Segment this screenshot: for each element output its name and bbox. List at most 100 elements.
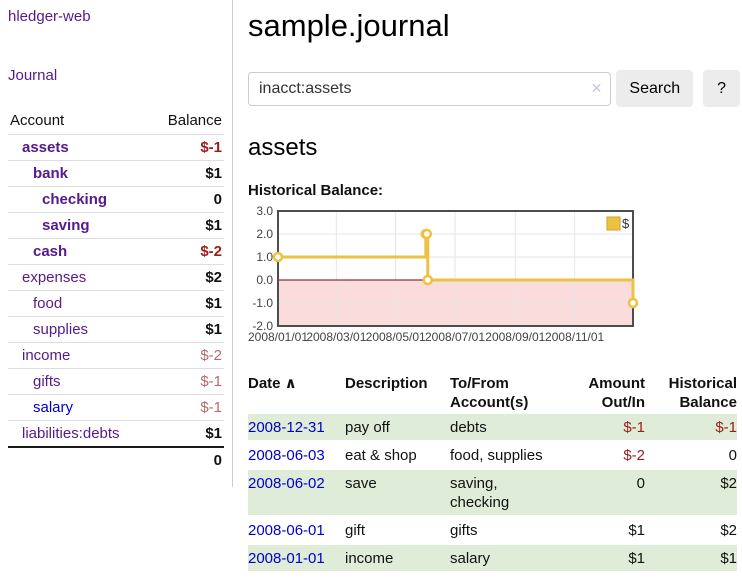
x-axis-tick-label: 2008/07/01 <box>425 330 485 344</box>
data-point-marker <box>627 297 639 309</box>
transaction-date-link[interactable]: 2008-06-01 <box>248 522 325 539</box>
account-name-cell: salary <box>8 394 152 421</box>
chart-title: Historical Balance: <box>248 182 384 199</box>
account-row: expenses $2 <box>8 264 224 291</box>
x-axis-tick-label: 2008/03/01 <box>306 330 366 344</box>
register-balance-cell: $2 <box>645 517 737 545</box>
clear-search-icon[interactable]: ✕ <box>590 79 603 96</box>
accounts-total-balance: 0 <box>151 446 224 473</box>
account-link[interactable]: liabilities:debts <box>22 425 120 442</box>
transaction-date-link[interactable]: 2008-01-01 <box>248 550 325 567</box>
account-balance: $-1 <box>151 394 224 421</box>
x-axis-tick-label: 2008/05/01 <box>366 330 426 344</box>
account-name-cell: bank <box>8 160 152 187</box>
app-title-link[interactable]: hledger-web <box>8 8 91 25</box>
account-link[interactable]: food <box>33 295 63 312</box>
help-button[interactable]: ? <box>703 70 740 107</box>
historical-balance-chart: $3.0 2.0 1.0 0.0 -1.0 -2.02008/01/012008/03/0… <box>248 204 639 344</box>
account-row: income $-2 <box>8 342 224 369</box>
legend-label: $ <box>622 216 630 231</box>
account-link[interactable]: saving <box>42 217 90 234</box>
y-axis-tick-label: -1.0 <box>252 296 273 310</box>
account-link[interactable]: income <box>22 347 71 364</box>
account-link[interactable]: expenses <box>22 269 87 286</box>
register-balance-cell: $2 <box>645 470 737 517</box>
register-description-cell: income <box>345 545 450 573</box>
accounts-table: Account Balance assets $-1 bank $1 checking 0… <box>8 109 224 473</box>
accounts-table-body: assets $-1 bank $1 checking 0 saving $1 cash $-2 e… <box>8 134 224 447</box>
sort-ascending-icon: ∧ <box>280 375 297 392</box>
account-link[interactable]: bank <box>33 165 69 182</box>
account-balance: 0 <box>151 186 224 213</box>
account-row: checking 0 <box>8 186 224 213</box>
account-name-cell: assets <box>8 134 152 161</box>
data-point-marker <box>422 274 434 286</box>
account-link[interactable]: assets <box>22 139 69 156</box>
account-column-header: Account <box>10 112 65 129</box>
account-link[interactable]: cash <box>33 243 68 260</box>
account-row: liabilities:debts $1 <box>8 420 224 447</box>
account-balance: $1 <box>151 212 224 239</box>
y-axis-tick-label: 1.0 <box>256 250 273 264</box>
account-balance: $-2 <box>151 238 224 265</box>
register-date-cell: 2008-06-03 <box>248 442 345 470</box>
register-amount-cell: $1 <box>562 517 645 545</box>
register-date-cell: 2008-06-01 <box>248 517 345 545</box>
register-column-header-historical-balance: Historical Balance <box>668 375 737 411</box>
register-table-body: 2008-12-31 pay off debts $-1 $-1 2008-06-03 ea… <box>248 414 737 573</box>
search-button[interactable]: Search <box>616 70 694 107</box>
sidebar: hledger-web Journal Account Balance asse… <box>0 0 233 487</box>
account-name-cell: saving <box>8 212 152 239</box>
balance-column-header: Balance <box>167 112 222 129</box>
transaction-date-link[interactable]: 2008-12-31 <box>248 419 325 436</box>
register-description-cell: save <box>345 470 450 517</box>
account-name-cell: checking <box>8 186 152 213</box>
register-description-cell: eat & shop <box>345 442 450 470</box>
register-amount-cell: 0 <box>562 470 645 517</box>
account-name-cell: liabilities:debts <box>8 420 152 447</box>
register-row: 2008-06-03 eat & shop food, supplies $-2 0 <box>248 442 737 470</box>
account-heading: assets <box>248 134 318 161</box>
transaction-date-link[interactable]: 2008-06-03 <box>248 447 325 464</box>
register-column-header-to-from-account-s-: To/From Account(s) <box>450 375 529 411</box>
register-amount-cell: $-1 <box>562 414 645 442</box>
account-name-cell: cash <box>8 238 152 265</box>
search-input[interactable] <box>248 71 612 106</box>
register-column-header-description: Description <box>345 375 428 392</box>
account-row: supplies $1 <box>8 316 224 343</box>
sidebar-item-journal[interactable]: Journal <box>8 67 58 84</box>
x-axis-tick-label: 2008/01/01 <box>248 330 308 344</box>
y-axis-tick-label: 3.0 <box>256 206 273 218</box>
register-date-cell: 2008-12-31 <box>248 414 345 442</box>
register-balance-cell: 0 <box>645 442 737 470</box>
register-column-header-date[interactable]: Date ∧ <box>248 375 297 392</box>
register-accounts-cell: salary <box>450 545 562 573</box>
data-point-marker <box>421 228 433 240</box>
transaction-date-link[interactable]: 2008-06-02 <box>248 475 325 492</box>
account-balance: $-1 <box>151 368 224 395</box>
register-balance-cell: $-1 <box>645 414 737 442</box>
register-balance-cell: $1 <box>645 545 737 573</box>
account-link[interactable]: checking <box>42 191 108 208</box>
main-content: sample.journal ✕ Search ? assets Histori… <box>248 0 740 573</box>
account-name-cell: food <box>8 290 152 317</box>
search-input-wrapper: ✕ <box>248 71 612 106</box>
account-row: bank $1 <box>8 160 224 187</box>
register-row: 2008-06-01 gift gifts $1 $2 <box>248 517 737 545</box>
account-link[interactable]: supplies <box>33 321 89 338</box>
account-balance: $1 <box>151 420 224 447</box>
account-row: cash $-2 <box>8 238 224 265</box>
register-amount-cell: $1 <box>562 545 645 573</box>
account-row: saving $1 <box>8 212 224 239</box>
account-link[interactable]: gifts <box>33 373 61 390</box>
data-point-marker <box>272 251 284 263</box>
register-column-header-amount-out-in: Amount Out/In <box>588 375 645 411</box>
account-row: salary $-1 <box>8 394 224 421</box>
account-name-cell: expenses <box>8 264 152 291</box>
y-axis-tick-label: 0.0 <box>256 273 273 287</box>
account-link[interactable]: salary <box>33 399 74 416</box>
accounts-total-row: 0 <box>8 446 224 473</box>
register-table: Date ∧ Description To/From Account(s) Amoun… <box>248 372 737 573</box>
register-date-cell: 2008-06-02 <box>248 470 345 517</box>
y-axis-tick-label: -2.0 <box>252 319 273 333</box>
